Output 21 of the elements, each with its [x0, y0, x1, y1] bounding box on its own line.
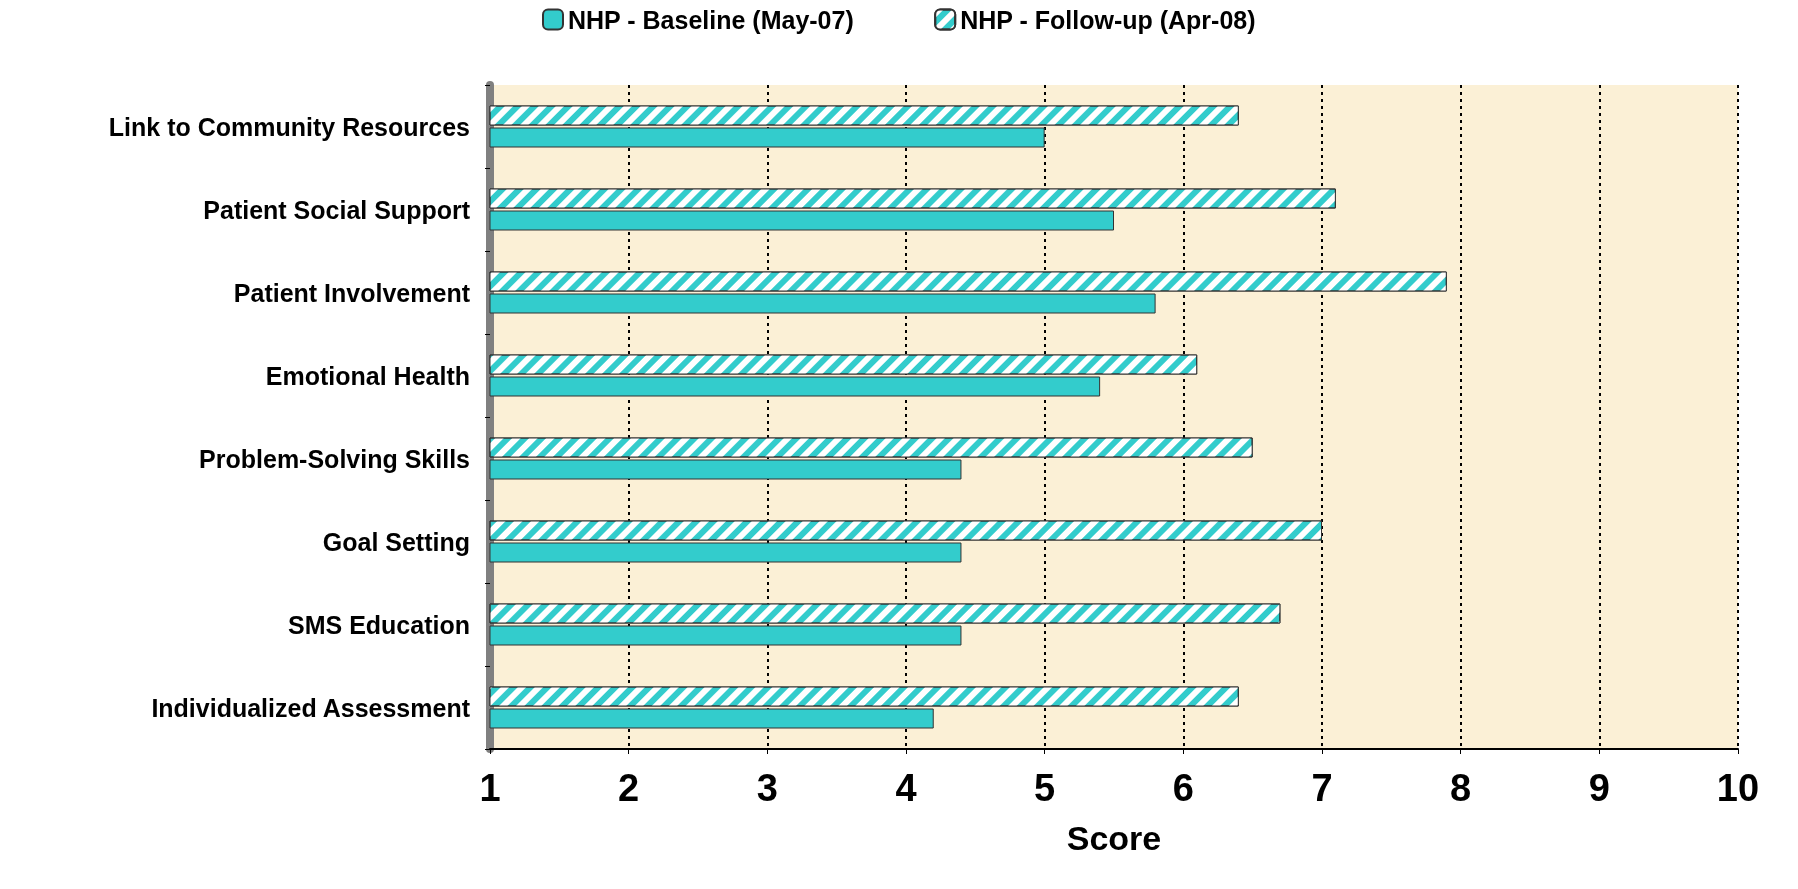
- y-tick-label: Link to Community Resources: [108, 112, 470, 141]
- x-tick-label: 7: [1311, 767, 1333, 809]
- x-tick-label: 8: [1450, 767, 1472, 809]
- y-tick-label: Problem-Solving Skills: [199, 444, 470, 473]
- x-tick-label: 2: [618, 767, 640, 809]
- y-tick-label: SMS Education: [288, 610, 470, 639]
- x-tick-label: 10: [1716, 767, 1760, 809]
- y-tick-label: Individualized Assessment: [151, 693, 471, 722]
- y-tick-label: Emotional Health: [265, 361, 470, 390]
- x-tick-label: 5: [1034, 767, 1056, 809]
- x-axis-title: Score: [1066, 819, 1162, 857]
- y-tick-label: Patient Social Support: [203, 195, 471, 224]
- legend-label: NHP - Follow-up (Apr-08): [960, 5, 1256, 34]
- x-tick-label: 4: [895, 767, 917, 809]
- y-tick-label: Goal Setting: [322, 527, 470, 556]
- x-tick-label: 9: [1588, 767, 1610, 809]
- x-tick-label: 3: [756, 767, 778, 809]
- legend-label: NHP - Baseline (May-07): [568, 5, 854, 34]
- x-tick-label: 6: [1172, 767, 1194, 809]
- x-tick-label: 1: [479, 767, 501, 809]
- y-tick-label: Patient Involvement: [233, 278, 471, 307]
